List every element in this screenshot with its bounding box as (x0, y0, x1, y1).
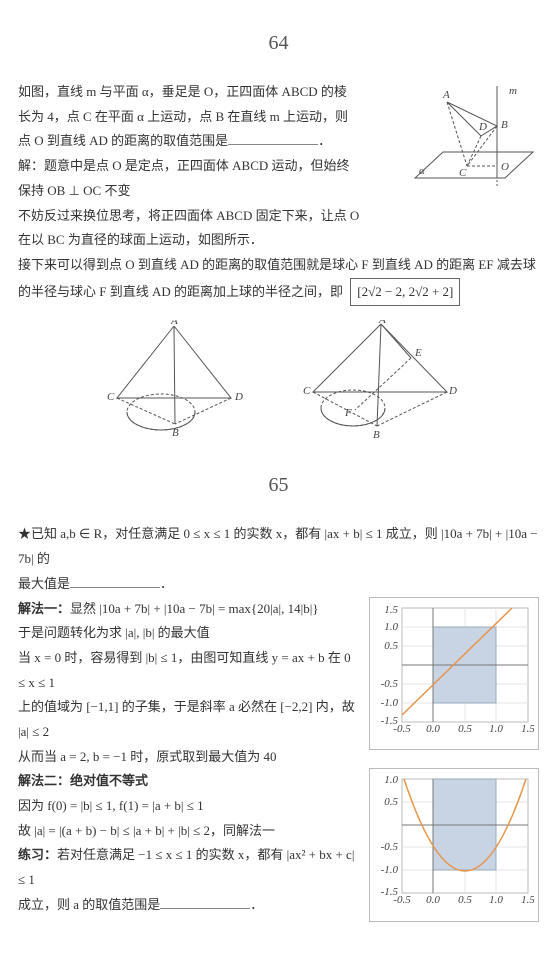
svg-text:E: E (414, 347, 422, 359)
svg-text:m: m (509, 85, 517, 97)
p65-ex2-wrap: 成立，则 a 的取值范围是． (18, 893, 359, 918)
svg-text:B: B (501, 119, 508, 131)
p65-line1: ★已知 a,b ∈ R，对任意满足 0 ≤ x ≤ 1 的实数 x，都有 |ax… (18, 522, 539, 571)
svg-text:D: D (478, 121, 487, 133)
svg-text:D: D (234, 391, 243, 403)
svg-text:0.0: 0.0 (426, 723, 440, 735)
p64-line8: 接下来可以得到点 O 到直线 AD 的距离的取值范围就是球心 F 到直线 AD … (18, 253, 539, 278)
p65-t2: 当 x = 0 时，容易得到 |b| ≤ 1，由图可知直线 y = ax + b… (18, 646, 359, 695)
p64-line4: 解：题意中是点 O 是定点，正四面体 ABCD 运动，但始终 (18, 154, 399, 179)
p64-line3: 点 O 到直线 AD 的距离的取值范围是 (18, 133, 228, 148)
diagram-tetra-left: A C D B (99, 320, 249, 440)
p64-line6: 不妨反过来换位思考，将正四面体 ABCD 固定下来，让点 O (18, 204, 539, 229)
p65-exercise-q: 若对任意满足 −1 ≤ x ≤ 1 的实数 x，都有 |ax² + bx + c… (18, 847, 354, 887)
svg-text:C: C (107, 391, 115, 403)
chart-parabola: 1.0 0.5 -0.5 -1.0 -1.5 -0.5 0.0 0.5 1.0 … (369, 768, 539, 922)
p64-line7: 在以 BC 为直径的球面上运动，如图所示． (18, 228, 539, 253)
svg-text:0.5: 0.5 (384, 640, 398, 652)
svg-text:A: A (442, 89, 450, 101)
svg-text:D: D (448, 385, 457, 397)
svg-text:0.5: 0.5 (384, 796, 398, 808)
p65-body-row: 解法一：显然 |10a + 7b| + |10a − 7b| = max{20|… (18, 597, 539, 940)
p65-ex2: 成立，则 a 的取值范围是 (18, 897, 160, 912)
p64-line5: 保持 OB ⊥ OC 不变 (18, 179, 399, 204)
p64-line1: 如图，直线 m 与平面 α，垂足是 O，正四面体 ABCD 的棱 (18, 80, 399, 105)
p64-line9: 的半径与球心 F 到直线 AD 的距离加上球的半径之间，即 (18, 284, 343, 299)
svg-text:0.5: 0.5 (458, 723, 472, 735)
svg-text:C: C (303, 385, 311, 397)
p64-intro-row: 如图，直线 m 与平面 α，垂足是 O，正四面体 ABCD 的棱 长为 4，点 … (18, 80, 539, 204)
p65-t1: 于是问题转化为求 |a|, |b| 的最大值 (18, 621, 359, 646)
answer-blank-64 (228, 131, 318, 145)
p65-m2b: 故 |a| = |(a + b) − b| ≤ |a + b| + |b| ≤ … (18, 819, 359, 844)
page-number-64: 64 (18, 24, 539, 62)
p65-t3: 上的值域为 [−1,1] 的子集，于是斜率 a 必然在 [−2,2] 内，故 |… (18, 695, 359, 744)
p65-method2-title: 解法二：绝对值不等式 (18, 769, 359, 794)
svg-text:1.5: 1.5 (521, 894, 534, 906)
svg-text:0.5: 0.5 (458, 894, 472, 906)
svg-text:C: C (459, 167, 467, 179)
diagram-tetra-right: A C D B E F (299, 320, 459, 440)
svg-text:1.0: 1.0 (489, 894, 503, 906)
svg-text:-1.0: -1.0 (381, 697, 399, 709)
svg-text:O: O (501, 161, 509, 173)
svg-text:A: A (170, 320, 178, 327)
svg-text:-1.0: -1.0 (381, 864, 399, 876)
p65-method1-text: 显然 |10a + 7b| + |10a − 7b| = max{20|a|, … (70, 601, 319, 616)
svg-text:B: B (373, 429, 380, 440)
p65-method1-title: 解法一： (18, 601, 70, 616)
p65-line2-wrap: 最大值是． (18, 572, 539, 597)
p65-t4: 从而当 a = 2, b = −1 时，原式取到最大值为 40 (18, 745, 359, 770)
svg-text:0.0: 0.0 (426, 894, 440, 906)
p65-method1-line: 解法一：显然 |10a + 7b| + |10a − 7b| = max{20|… (18, 597, 359, 622)
page-number-65: 65 (18, 466, 539, 504)
p64-line2: 长为 4，点 C 在平面 α 上运动，点 B 在直线 m 上运动，则 (18, 105, 399, 130)
svg-text:-0.5: -0.5 (381, 678, 399, 690)
svg-text:1.0: 1.0 (489, 723, 503, 735)
svg-text:1.0: 1.0 (384, 774, 398, 786)
svg-text:1.5: 1.5 (384, 604, 398, 616)
p65-m2a: 因为 f(0) = |b| ≤ 1, f(1) = |a + b| ≤ 1 (18, 794, 359, 819)
p65-exercise-label: 练习： (18, 847, 57, 862)
p64-line9-wrap: 的半径与球心 F 到直线 AD 的距离加上球的半径之间，即 [2√2 − 2, … (18, 278, 539, 307)
p64-answer-box: [2√2 − 2, 2√2 + 2] (350, 278, 460, 307)
svg-text:-0.5: -0.5 (393, 894, 411, 906)
chart-linear: 1.5 1.0 0.5 -0.5 -1.0 -1.5 -0.5 0.0 0.5 … (369, 597, 539, 751)
p64-line3-wrap: 点 O 到直线 AD 的距离的取值范围是． (18, 129, 399, 154)
answer-blank-ex (160, 895, 250, 909)
svg-text:1.5: 1.5 (521, 723, 534, 735)
p65-line2: 最大值是 (18, 576, 70, 591)
svg-text:-0.5: -0.5 (381, 841, 399, 853)
svg-text:1.0: 1.0 (384, 621, 398, 633)
svg-text:F: F (344, 407, 352, 419)
svg-text:α: α (419, 165, 425, 177)
svg-text:B: B (172, 427, 179, 439)
p65-exercise-line: 练习：若对任意满足 −1 ≤ x ≤ 1 的实数 x，都有 |ax² + bx … (18, 843, 359, 892)
answer-blank-65 (70, 574, 160, 588)
svg-text:-0.5: -0.5 (393, 723, 411, 735)
p64-figure-row: A C D B A C D B E F (18, 320, 539, 440)
svg-text:A: A (378, 320, 386, 326)
diagram-plane-tetra: A B C D O m α (409, 80, 539, 195)
